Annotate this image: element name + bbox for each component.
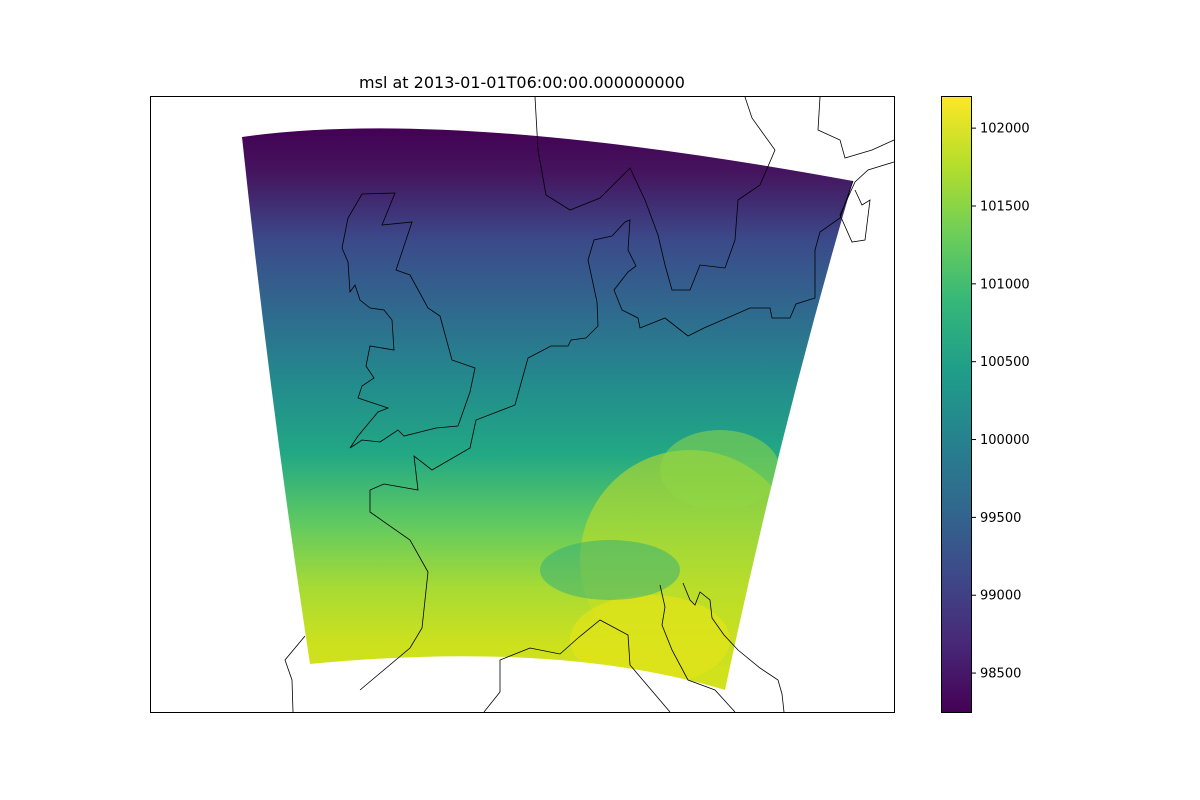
coastline-ligurian [483, 619, 671, 712]
colorbar-tick-label: 101000 [980, 277, 1030, 292]
coastline-sweden-top [817, 97, 894, 159]
coastline-continent-north [359, 180, 854, 691]
colorbar-tick-label: 99000 [980, 589, 1021, 604]
msl-field-domain [242, 128, 853, 690]
colorbar-tick-label: 102000 [980, 122, 1030, 137]
map-axes [150, 96, 895, 713]
colorbar-tick-label: 98500 [980, 667, 1021, 682]
colorbar-ticks: 98500 99000 99500 100000 100500 101000 101500 1… [972, 122, 1030, 682]
coastline-baltic [839, 161, 894, 243]
coastline-italy [659, 584, 736, 712]
colorbar-gradient [941, 96, 972, 713]
colorbar-tick-label: 100000 [980, 433, 1030, 448]
msl-field [242, 128, 853, 690]
colorbar-tick-label: 99500 [980, 511, 1021, 526]
colorbar-tick-label: 100500 [980, 355, 1030, 370]
coastline-med-west [284, 635, 306, 712]
coastline-great-britain [341, 192, 476, 449]
axes-frame [150, 96, 895, 713]
coastline-denmark-norway [534, 97, 776, 291]
coastline-adriatic [682, 582, 785, 712]
colorbar-tick-label: 101500 [980, 199, 1030, 214]
coastlines [284, 97, 894, 712]
chart-title: msl at 2013-01-01T06:00:00.000000000 [359, 73, 685, 92]
msl-field-highs [540, 430, 800, 685]
colorbar: 98500 99000 99500 100000 100500 101000 101500 1… [941, 96, 1030, 713]
